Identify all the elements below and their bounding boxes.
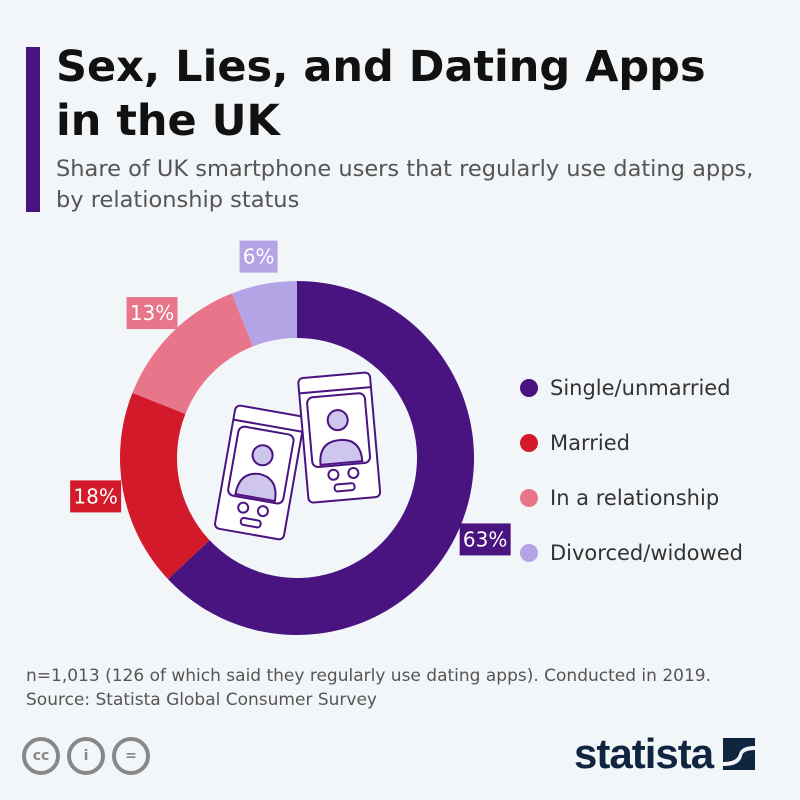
slice-divorced <box>231 281 297 347</box>
slice-single <box>167 281 475 636</box>
data-label-single: 63% <box>459 523 511 556</box>
page-title: Sex, Lies, and Dating Apps in the UK <box>56 42 706 146</box>
svg-text:13%: 13% <box>130 301 174 325</box>
slice-married <box>120 392 210 580</box>
subtitle: Share of UK smartphone users that regula… <box>56 156 754 213</box>
statista-logo-icon <box>723 738 756 770</box>
license-icons[interactable]: cc i = <box>22 737 150 775</box>
slice-relationship <box>132 293 253 414</box>
svg-text:6%: 6% <box>243 245 275 269</box>
data-label-relationship: 13% <box>126 297 178 330</box>
svg-text:18%: 18% <box>73 484 117 508</box>
legend-item-divorced: Divorced/widowed <box>520 525 743 580</box>
statista-logo[interactable]: statista <box>574 730 756 778</box>
footnote: n=1,013 (126 of which said they regularl… <box>26 666 712 710</box>
cc-icon: cc <box>22 737 60 775</box>
legend-item-married: Married <box>520 415 743 470</box>
title-accent-bar <box>26 47 40 212</box>
nd-icon: = <box>112 737 150 775</box>
data-label-divorced: 6% <box>239 240 278 273</box>
legend-item-relationship: In a relationship <box>520 470 743 525</box>
by-icon: i <box>67 737 105 775</box>
legend: Single/unmarried Married In a relationsh… <box>520 360 743 580</box>
svg-text:63%: 63% <box>463 527 507 551</box>
data-label-married: 18% <box>70 480 122 513</box>
dating-app-phones-icon <box>214 371 382 541</box>
legend-item-single: Single/unmarried <box>520 360 743 415</box>
